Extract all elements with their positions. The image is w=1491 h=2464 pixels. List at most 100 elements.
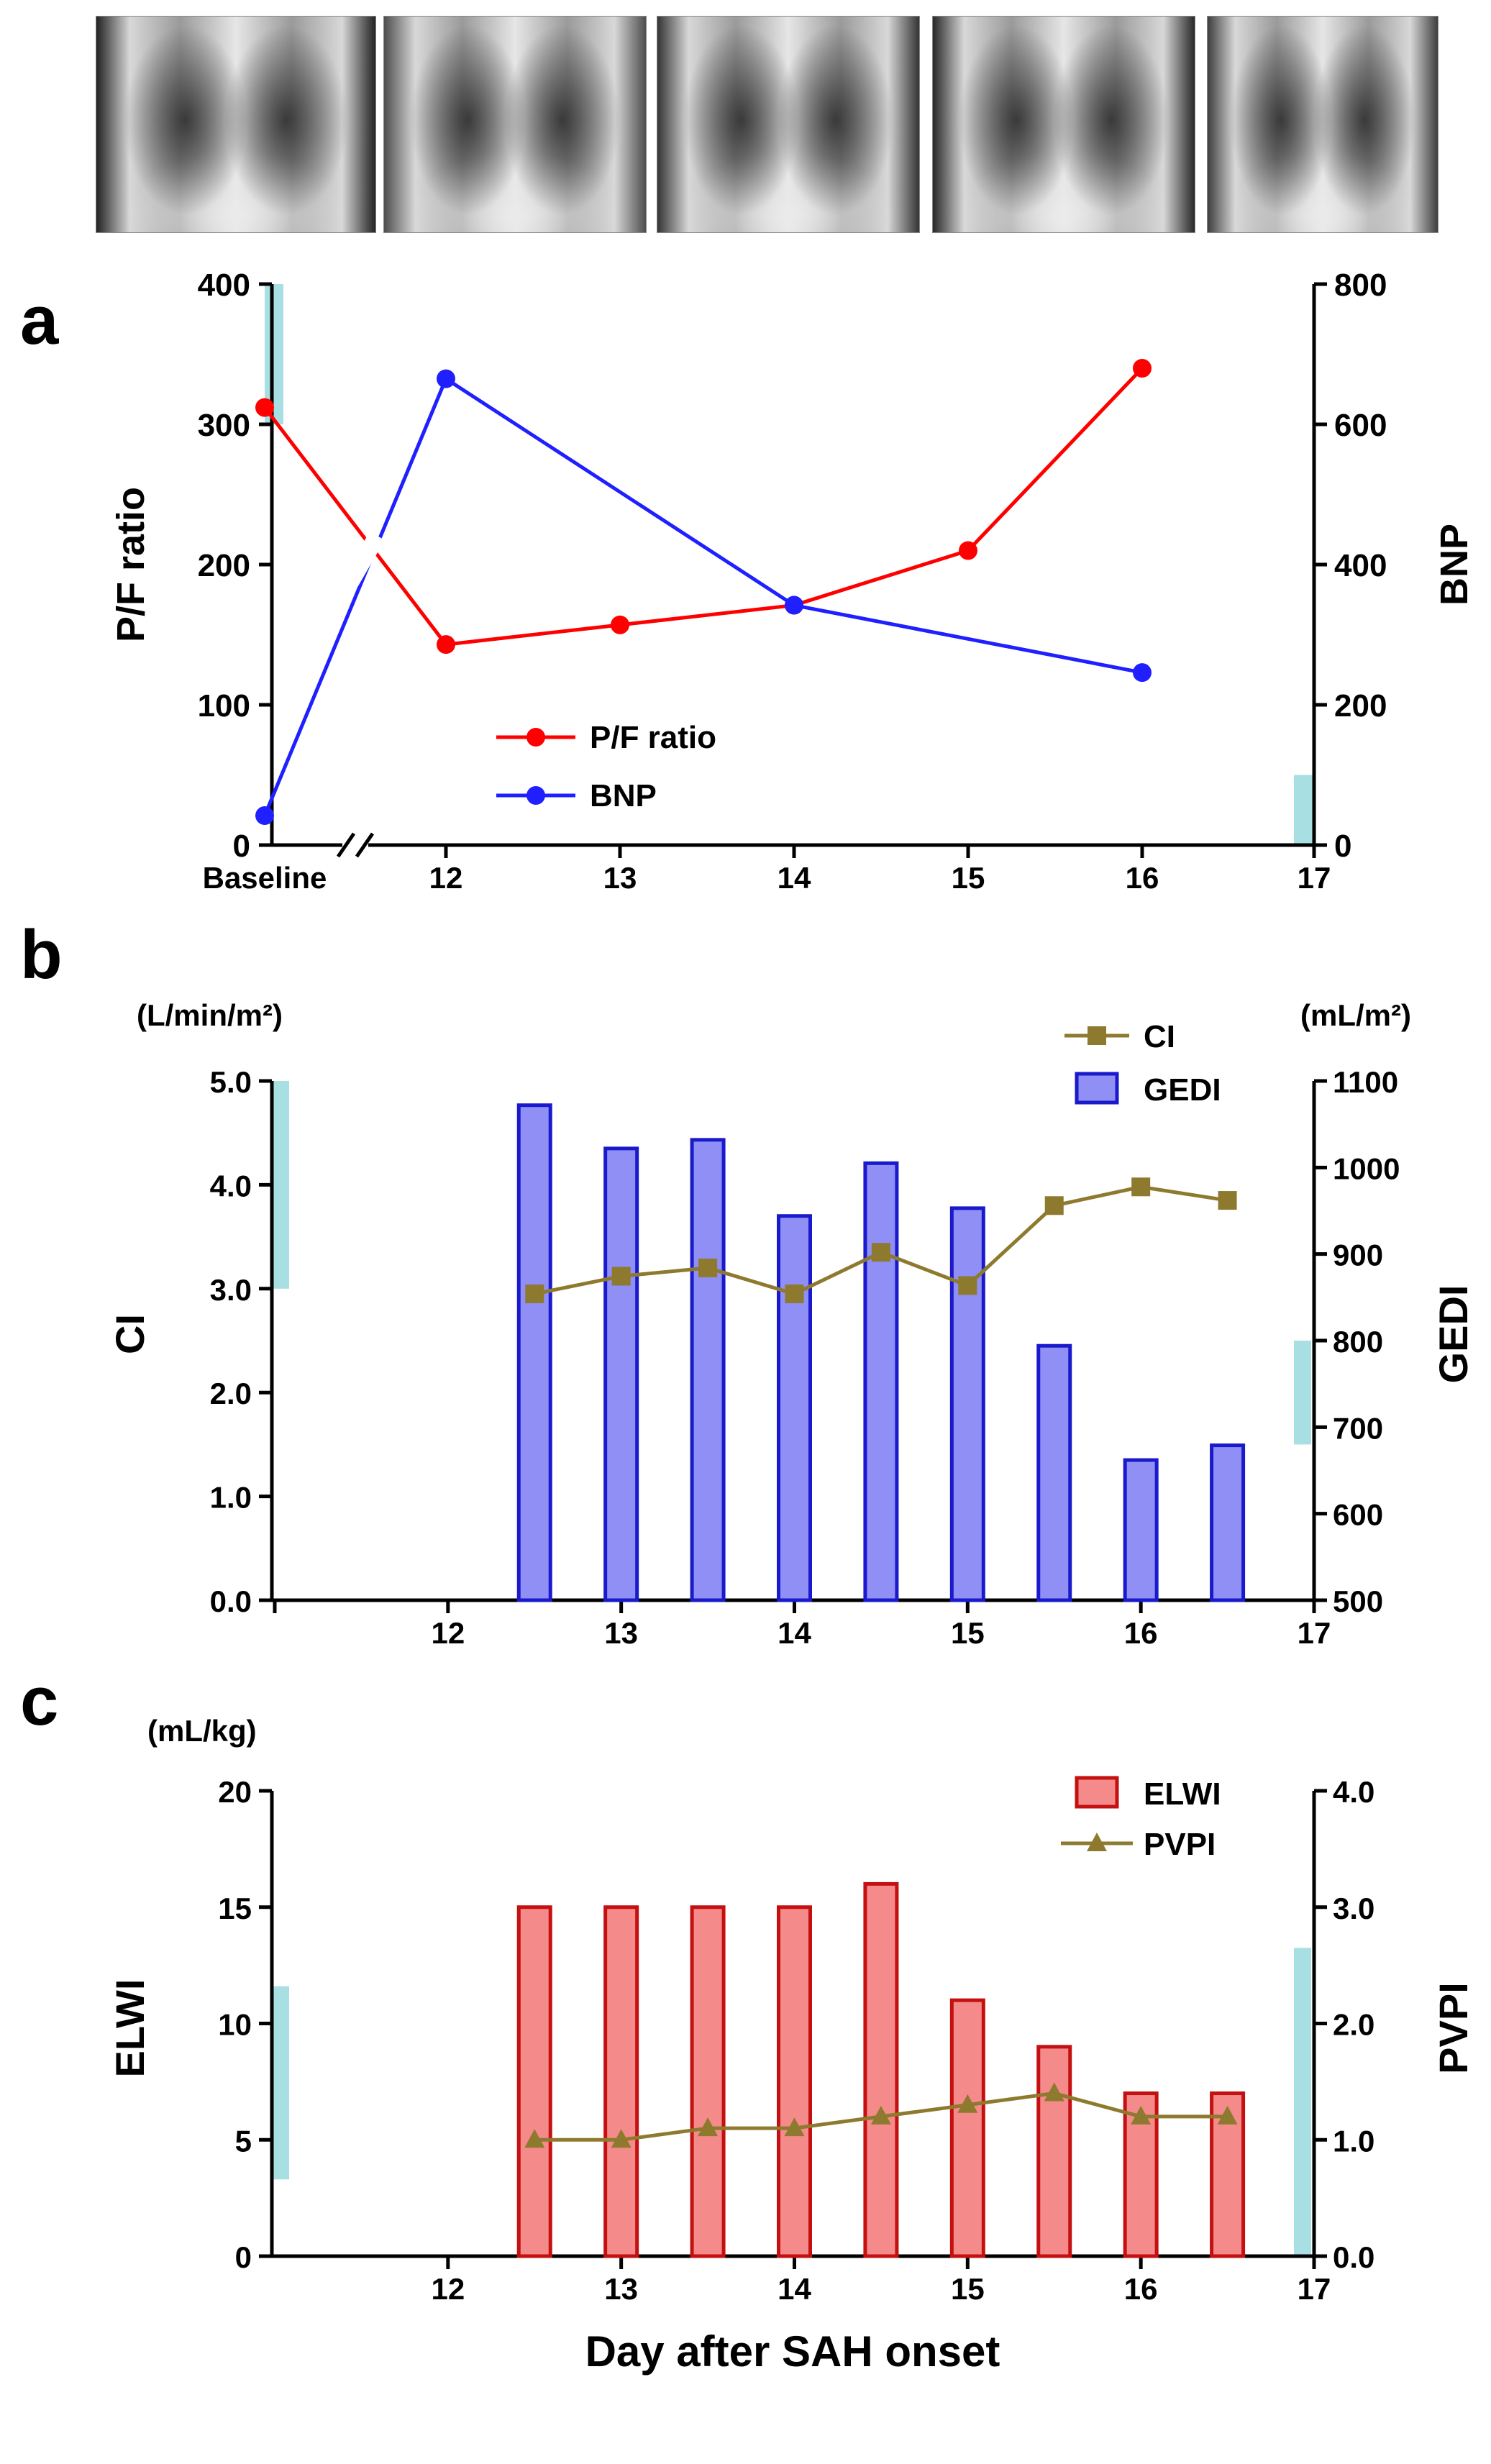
y-tick-label-right: 0.0 bbox=[1333, 2240, 1374, 2274]
normal-range-band bbox=[272, 1081, 289, 1289]
normal-range-band bbox=[1294, 1341, 1311, 1445]
y-tick-label-right: 1000 bbox=[1333, 1151, 1400, 1185]
y-tick-label-right: 700 bbox=[1333, 1411, 1383, 1445]
gedi-bar bbox=[1210, 1443, 1246, 1602]
y-tick-label-left: 0 bbox=[235, 2240, 252, 2274]
y-tick-label-left: 1.0 bbox=[210, 1481, 252, 1515]
ci-point bbox=[698, 1258, 718, 1277]
gedi-bar bbox=[863, 1161, 899, 1602]
ci-point bbox=[525, 1285, 544, 1304]
x-axis-title: Day after SAH onset bbox=[585, 2327, 1000, 2376]
pvpi-point bbox=[784, 2117, 805, 2137]
data-point bbox=[959, 541, 977, 560]
y-axis-title-left: P/F ratio bbox=[109, 487, 152, 642]
y-tick-label-left: 5.0 bbox=[210, 1065, 252, 1099]
legend-label: BNP bbox=[590, 778, 657, 813]
normal-range-band bbox=[1294, 775, 1313, 845]
pvpi-point bbox=[1044, 2082, 1064, 2102]
x-tick-label: 17 bbox=[1298, 861, 1331, 895]
elwi-bar bbox=[1036, 2045, 1072, 2258]
x-tick-label: 17 bbox=[1298, 2272, 1331, 2306]
y-tick-label-right: 800 bbox=[1333, 1325, 1383, 1359]
x-tick-label: 15 bbox=[951, 2272, 985, 2306]
series-line-pfratio bbox=[263, 367, 1144, 647]
gedi-bar bbox=[1123, 1458, 1159, 1602]
y-tick-label-left: 3.0 bbox=[210, 1273, 252, 1307]
panel-label-b: b bbox=[20, 916, 63, 993]
pvpi-point bbox=[698, 2117, 719, 2137]
elwi-bar bbox=[516, 1905, 552, 2258]
y-tick-label-right: 500 bbox=[1333, 1584, 1383, 1618]
pvpi-point bbox=[870, 2105, 891, 2125]
y-tick-label-right: 600 bbox=[1333, 1498, 1383, 1532]
data-point bbox=[255, 398, 274, 417]
data-point bbox=[437, 369, 455, 388]
gedi-bar bbox=[690, 1138, 726, 1602]
series-line-bnp bbox=[263, 375, 1143, 817]
x-tick-label: 12 bbox=[431, 1616, 465, 1650]
y-tick-label-left: 20 bbox=[218, 1775, 252, 1809]
y-axis-title-left: ELWI bbox=[107, 1979, 152, 2078]
legend-swatch bbox=[1075, 1776, 1119, 1809]
panel-a-chart: 0 100 200 300 400 0 200 400 600 800 Baseline 12 13 14… bbox=[109, 268, 1476, 895]
y-tick-label-right: 0 bbox=[1334, 829, 1351, 864]
y-axis-title-left: CI bbox=[107, 1314, 152, 1354]
chest-xray-image bbox=[96, 16, 376, 233]
y-axis-unit-left: (L/min/m²) bbox=[137, 998, 283, 1032]
x-tick-label: 15 bbox=[952, 861, 985, 895]
chest-xray-image bbox=[1207, 16, 1438, 233]
gedi-bar bbox=[949, 1206, 985, 1602]
data-point bbox=[1133, 663, 1152, 683]
y-tick-label-right: 400 bbox=[1334, 548, 1387, 583]
gedi-bar bbox=[777, 1214, 812, 1602]
legend-label: P/F ratio bbox=[590, 720, 716, 755]
data-point bbox=[611, 615, 629, 634]
panel-label-c: c bbox=[20, 1663, 58, 1740]
gedi-bar bbox=[516, 1103, 552, 1602]
y-tick-label-left: 2.0 bbox=[210, 1377, 252, 1410]
y-tick-label-right: 1100 bbox=[1333, 1065, 1398, 1099]
legend-marker bbox=[526, 728, 545, 747]
y-tick-label-right: 200 bbox=[1334, 688, 1387, 724]
pvpi-point bbox=[611, 2129, 631, 2148]
y-tick-label-right: 2.0 bbox=[1333, 2008, 1374, 2042]
y-tick-label-left: 400 bbox=[198, 268, 250, 303]
x-tick-label: 16 bbox=[1124, 2272, 1158, 2306]
x-tick-label: 13 bbox=[604, 2272, 638, 2306]
ci-point bbox=[1131, 1177, 1151, 1197]
y-tick-label-left: 0 bbox=[233, 829, 250, 864]
x-tick-label: 16 bbox=[1124, 1616, 1158, 1650]
y-axis-unit-left: (mL/kg) bbox=[147, 1714, 257, 1748]
x-tick-label: 13 bbox=[604, 1616, 638, 1650]
x-tick-label: 12 bbox=[429, 861, 463, 895]
legend-swatch bbox=[1075, 1072, 1119, 1105]
y-tick-label-left: 5 bbox=[235, 2124, 252, 2158]
y-tick-label-left: 10 bbox=[218, 2008, 252, 2042]
x-tick-label: 17 bbox=[1298, 1616, 1331, 1650]
legend-label: ELWI bbox=[1144, 1776, 1221, 1812]
x-tick-label: 14 bbox=[778, 1616, 811, 1650]
y-tick-label-left: 0.0 bbox=[210, 1584, 252, 1618]
elwi-bar bbox=[777, 1905, 812, 2258]
x-tick-label: Baseline bbox=[203, 861, 327, 895]
y-axis-unit-right: (mL/m²) bbox=[1300, 998, 1411, 1032]
normal-range-band bbox=[1294, 1948, 1311, 2256]
y-tick-label-right: 800 bbox=[1334, 268, 1387, 303]
y-axis-title-right: PVPI bbox=[1431, 1982, 1476, 2074]
legend-label: CI bbox=[1144, 1019, 1175, 1054]
x-tick-label: 13 bbox=[603, 861, 637, 895]
y-tick-label-right: 4.0 bbox=[1333, 1775, 1374, 1809]
y-axis-title-right: GEDI bbox=[1431, 1285, 1476, 1384]
pvpi-point bbox=[957, 2094, 978, 2113]
y-tick-label-left: 4.0 bbox=[210, 1169, 252, 1203]
y-tick-label-right: 3.0 bbox=[1333, 1892, 1374, 1925]
pvpi-point bbox=[524, 2129, 545, 2148]
x-tick-label: 11 bbox=[259, 1616, 291, 1650]
data-point bbox=[255, 806, 274, 826]
ci-point bbox=[1044, 1196, 1064, 1215]
elwi-bar bbox=[863, 1881, 899, 2258]
y-tick-label-left: 200 bbox=[198, 548, 250, 583]
line-break-gap bbox=[342, 531, 385, 587]
axis-break-mark bbox=[336, 832, 356, 858]
